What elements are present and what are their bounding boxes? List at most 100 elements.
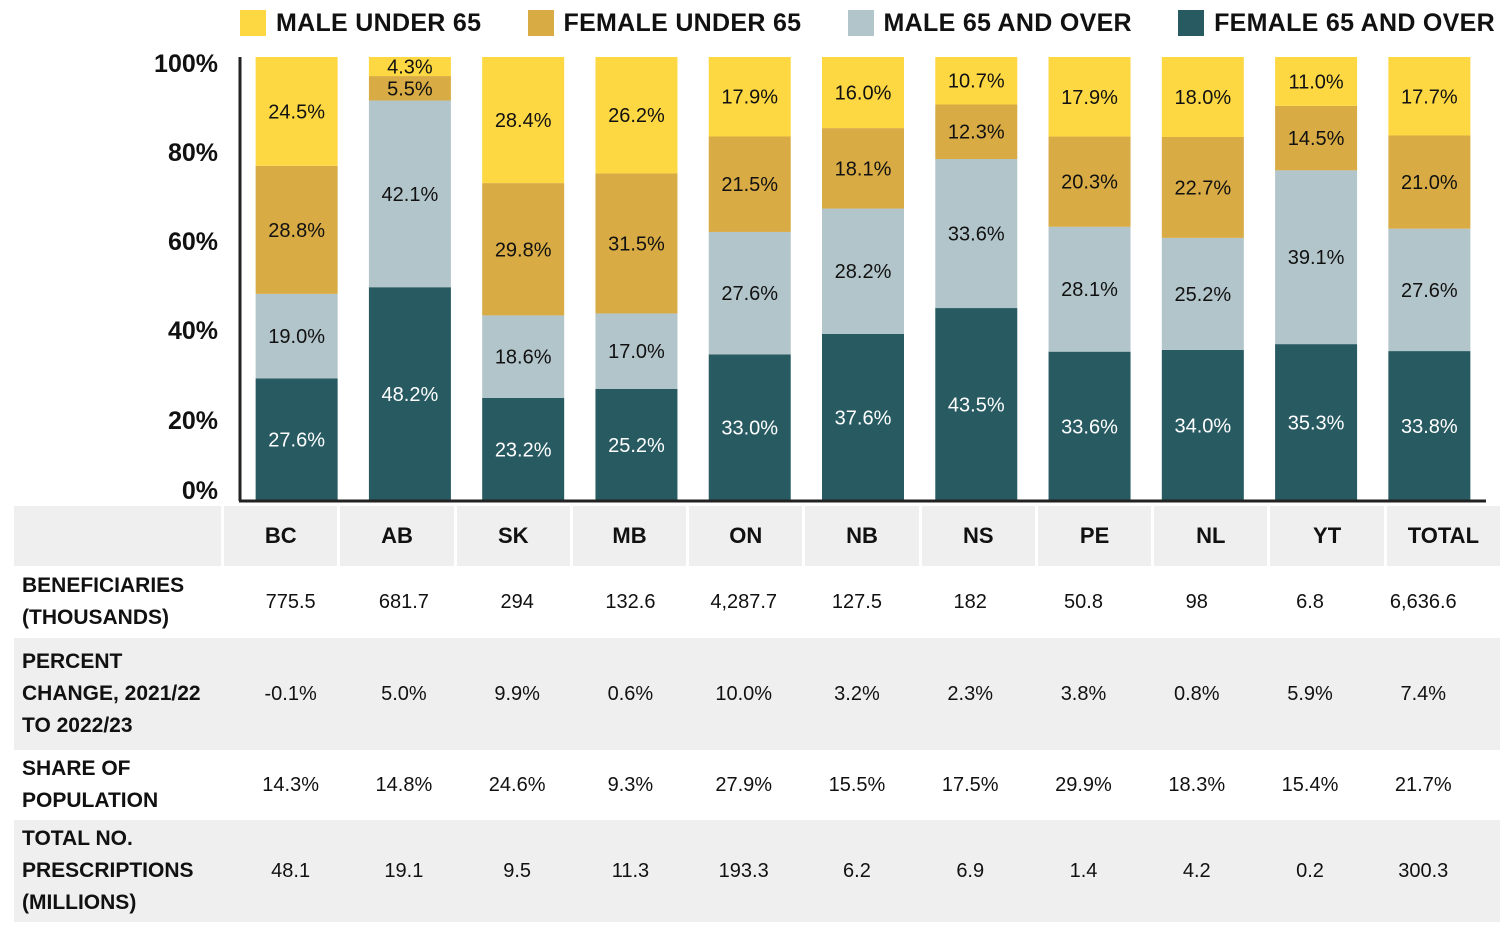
data-label: 23.2%: [495, 439, 552, 461]
table-cell: 1.4: [1069, 859, 1098, 882]
column-header-total: TOTAL: [1383, 506, 1500, 566]
bar-segment-nl-female-65-and-over: [1161, 349, 1244, 501]
table-cell: 9.5: [503, 859, 532, 882]
data-label: 21.0%: [1401, 172, 1458, 194]
bar-segment-ab-male-under-65: [368, 57, 451, 77]
table-cell: 9.9%: [494, 682, 540, 705]
bar-stack-total: 33.8% 27.6% 21.0% 17.7%: [1388, 57, 1471, 501]
bar-segment-ns-male-under-65: [935, 57, 1018, 105]
bar-segment-total-female-under-65: [1388, 135, 1471, 229]
data-table: BC AB SK MB ON NB NS PE NL YT TOTAL BENEFICIARIES …: [14, 506, 1500, 922]
table-cell: 27.9%: [715, 773, 773, 796]
data-label: 17.9%: [721, 87, 778, 109]
bar-stack-mb: 25.2% 17.0% 31.5% 26.2%: [595, 57, 678, 501]
bar-segment-total-male-under-65: [1388, 57, 1471, 136]
data-label: 35.3%: [1288, 413, 1345, 435]
data-label: 16.0%: [835, 83, 892, 105]
bar-segment-nl-male-under-65: [1161, 57, 1244, 137]
column-header-nb: NB: [802, 506, 919, 566]
table-cell: 48.1: [271, 859, 311, 882]
bar-stack-nb: 37.6% 28.2% 18.1% 16.0%: [822, 57, 904, 501]
data-label: 18.0%: [1174, 87, 1231, 109]
legend-label: FEMALE UNDER 65: [563, 8, 802, 37]
table-row: BENEFICIARIES (THOUSANDS) 775.5 681.7 294 13…: [14, 566, 1500, 638]
bar-segment-bc-male-under-65: [255, 57, 338, 166]
column-header-nl: NL: [1151, 506, 1268, 566]
table-cell: 182: [953, 590, 987, 613]
table-cell: 0.6%: [607, 682, 654, 705]
bar-segment-bc-female-under-65: [255, 165, 338, 294]
data-label: 4.3%: [387, 57, 433, 79]
data-label: 17.0%: [608, 341, 665, 363]
row-label: TOTAL NO. PRESCRIPTIONS (MILLIONS): [22, 827, 194, 914]
bar-segment-bc-male-65-and-over: [255, 293, 338, 379]
y-tick-label: 60%: [168, 228, 218, 256]
bar-segment-total-male-65-and-over: [1388, 228, 1471, 352]
bar-segment-pe-female-under-65: [1048, 136, 1131, 227]
bar-segment-mb-female-65-and-over: [595, 389, 678, 501]
table-cell: 6,636.6: [1389, 590, 1457, 613]
table-cell: 15.5%: [828, 773, 886, 796]
table-cell: 14.8%: [375, 773, 433, 796]
data-label: 33.6%: [1061, 416, 1118, 438]
data-label: 12.3%: [948, 122, 1005, 144]
table-cell: 24.6%: [488, 773, 546, 796]
bar-segment-nb-male-65-and-over: [822, 208, 904, 334]
bar-segment-ab-female-under-65: [368, 76, 451, 101]
y-tick-label: 80%: [168, 139, 218, 167]
bar-segment-mb-female-under-65: [595, 173, 678, 314]
column-header-ab: AB: [337, 506, 454, 566]
data-label: 28.2%: [835, 261, 892, 283]
table-cell: 3.8%: [1060, 682, 1107, 705]
legend-label: FEMALE 65 AND OVER: [1214, 8, 1495, 37]
data-label: 18.6%: [495, 347, 552, 369]
table-cell: 11.3: [611, 859, 650, 882]
data-label: 28.4%: [495, 110, 552, 132]
table-cell: 10.0%: [715, 682, 773, 705]
data-label: 27.6%: [1401, 280, 1458, 302]
y-tick-label: 100%: [154, 50, 218, 78]
table-cell: 681.7: [378, 590, 429, 613]
bar-segment-bc-female-65-and-over: [255, 378, 338, 501]
table-cell: 300.3: [1398, 859, 1449, 882]
table-header-corner: [14, 506, 222, 566]
table-row: TOTAL NO. PRESCRIPTIONS (MILLIONS) 48.1 19…: [14, 820, 1500, 922]
data-label: 25.2%: [608, 435, 665, 457]
bar-segment-sk-male-65-and-over: [482, 315, 565, 398]
table-cell: 5.9%: [1287, 682, 1333, 705]
table-cell: 15.4%: [1281, 773, 1339, 796]
table-cell: 6.9: [956, 859, 985, 882]
table-cell: 775.5: [265, 590, 316, 613]
column-header-bc: BC: [221, 506, 338, 566]
bar-stack-nl: 34.0% 25.2% 22.7% 18.0%: [1161, 57, 1244, 501]
data-label: 27.6%: [268, 430, 325, 452]
table-cell: 132.6: [605, 590, 656, 613]
data-label: 28.1%: [1061, 279, 1118, 301]
bar-segment-nl-male-65-and-over: [1161, 237, 1244, 350]
table-cell: 7.4%: [1400, 682, 1447, 705]
table-cell: 50.8: [1064, 590, 1103, 613]
data-label: 33.0%: [721, 418, 778, 440]
table-cell: 21.7%: [1394, 773, 1452, 796]
data-label: 34.0%: [1174, 415, 1231, 437]
data-label: 48.2%: [382, 384, 439, 406]
bar-segment-on-male-under-65: [708, 57, 791, 137]
table-cell: 6.8: [1296, 590, 1324, 613]
bar-segment-on-female-65-and-over: [708, 354, 791, 501]
bar-stack-ab: 48.2% 42.1% 5.5%4.3%: [368, 57, 451, 501]
legend-label: MALE UNDER 65: [276, 8, 482, 37]
legend-swatch: [847, 10, 874, 36]
table-cell: 2.3%: [947, 682, 994, 705]
row-label: BENEFICIARIES (THOUSANDS): [22, 574, 185, 629]
data-label: 24.5%: [268, 101, 325, 123]
table-cell: 98: [1185, 590, 1208, 613]
bar-stack-sk: 23.2% 18.6% 29.8% 28.4%: [482, 57, 565, 501]
data-label: 14.5%: [1288, 128, 1345, 150]
data-label: 20.3%: [1061, 172, 1118, 194]
legend-swatch: [240, 10, 266, 36]
data-label: 22.7%: [1174, 177, 1231, 199]
bar-segment-ns-female-65-and-over: [935, 308, 1018, 501]
data-label: 39.1%: [1288, 247, 1345, 269]
table-cell: 127.5: [831, 590, 882, 613]
bar-segment-mb-male-under-65: [595, 57, 678, 174]
